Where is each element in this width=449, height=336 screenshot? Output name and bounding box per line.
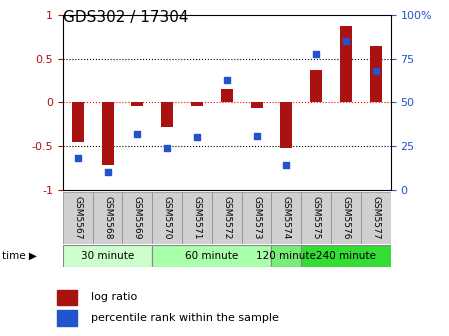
Text: time ▶: time ▶ bbox=[2, 251, 37, 261]
Point bbox=[223, 77, 230, 82]
Text: percentile rank within the sample: percentile rank within the sample bbox=[91, 313, 279, 323]
Bar bbox=[301, 245, 391, 267]
Bar bbox=[242, 192, 272, 244]
Text: 60 minute: 60 minute bbox=[185, 251, 238, 261]
Text: 120 minute: 120 minute bbox=[256, 251, 316, 261]
Bar bbox=[331, 192, 361, 244]
Bar bbox=[132, 102, 143, 106]
Text: 30 minute: 30 minute bbox=[81, 251, 134, 261]
Point bbox=[104, 170, 111, 175]
Bar bbox=[370, 46, 382, 102]
Bar bbox=[57, 290, 77, 305]
Point bbox=[372, 68, 379, 74]
Bar bbox=[63, 245, 152, 267]
Bar bbox=[101, 102, 114, 165]
Bar bbox=[301, 192, 331, 244]
Text: GSM5571: GSM5571 bbox=[193, 196, 202, 239]
Text: GSM5572: GSM5572 bbox=[222, 196, 231, 239]
Text: GSM5576: GSM5576 bbox=[341, 196, 350, 239]
Bar bbox=[161, 102, 173, 127]
Bar bbox=[310, 70, 322, 102]
Bar bbox=[272, 245, 301, 267]
Point bbox=[253, 133, 260, 138]
Bar bbox=[182, 192, 212, 244]
Bar bbox=[191, 102, 203, 106]
Bar bbox=[63, 192, 92, 244]
Text: GSM5568: GSM5568 bbox=[103, 196, 112, 239]
Bar bbox=[92, 192, 123, 244]
Text: 240 minute: 240 minute bbox=[316, 251, 376, 261]
Bar bbox=[152, 192, 182, 244]
Bar bbox=[152, 245, 272, 267]
Text: GSM5570: GSM5570 bbox=[163, 196, 172, 239]
Point bbox=[194, 135, 201, 140]
Bar bbox=[221, 89, 233, 102]
Bar bbox=[340, 27, 352, 102]
Point bbox=[74, 156, 81, 161]
Text: GSM5573: GSM5573 bbox=[252, 196, 261, 239]
Bar bbox=[57, 310, 77, 326]
Bar bbox=[123, 192, 152, 244]
Bar bbox=[72, 102, 84, 142]
Bar bbox=[251, 102, 263, 108]
Bar bbox=[361, 192, 391, 244]
Point bbox=[313, 51, 320, 56]
Text: log ratio: log ratio bbox=[91, 292, 137, 302]
Point bbox=[134, 131, 141, 137]
Bar bbox=[280, 102, 292, 148]
Text: GDS302 / 17304: GDS302 / 17304 bbox=[63, 10, 189, 25]
Point bbox=[163, 145, 171, 151]
Text: GSM5569: GSM5569 bbox=[133, 196, 142, 239]
Text: GSM5577: GSM5577 bbox=[371, 196, 380, 239]
Bar bbox=[272, 192, 301, 244]
Text: GSM5567: GSM5567 bbox=[73, 196, 82, 239]
Point bbox=[283, 163, 290, 168]
Text: GSM5574: GSM5574 bbox=[282, 196, 291, 239]
Bar bbox=[212, 192, 242, 244]
Text: GSM5575: GSM5575 bbox=[312, 196, 321, 239]
Point bbox=[342, 39, 349, 44]
